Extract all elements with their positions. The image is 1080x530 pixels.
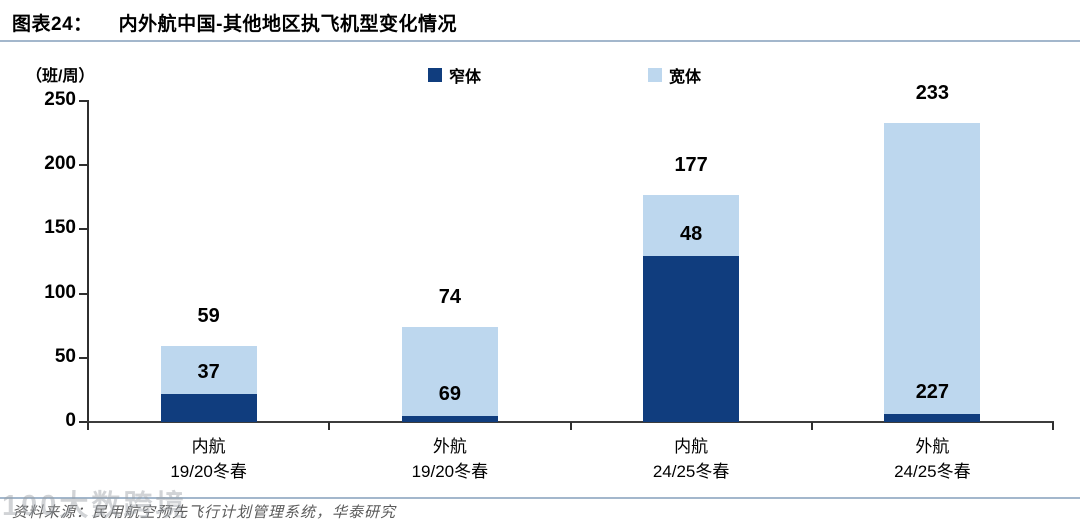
bar-segment-narrow-body xyxy=(643,256,740,422)
bar-segment-narrow-body xyxy=(884,414,981,422)
x-tick-mark xyxy=(1052,422,1054,430)
y-tick-mark xyxy=(79,164,87,167)
x-category-label-line1: 内航 xyxy=(674,437,709,456)
y-tick-label: 200 xyxy=(44,153,76,175)
legend-item-wide-body: 宽体 xyxy=(648,63,701,87)
y-tick-mark xyxy=(79,421,87,423)
y-axis-unit-label: （班/周） xyxy=(26,68,95,85)
x-axis-line xyxy=(84,421,1054,423)
bar-total-label: 177 xyxy=(674,153,708,176)
bar-total-label: 233 xyxy=(915,81,950,104)
x-category-label-line2: 24/25冬春 xyxy=(652,462,730,481)
x-category-label-line2: 24/25冬春 xyxy=(894,462,971,481)
bar-total-label: 74 xyxy=(438,285,461,308)
y-tick-mark xyxy=(79,100,87,102)
x-tick-mark xyxy=(328,422,331,430)
y-tick-label: 100 xyxy=(44,281,76,303)
bar-wide-body-label: 48 xyxy=(680,223,703,246)
footer-divider xyxy=(0,497,1080,499)
bar-wide-body-label: 69 xyxy=(438,382,461,405)
y-tick-label: 50 xyxy=(54,345,76,367)
x-category-label-line1: 外航 xyxy=(915,437,950,456)
y-tick-mark xyxy=(79,356,87,359)
bar-total-label: 59 xyxy=(197,305,220,328)
y-axis-line xyxy=(87,100,89,423)
bar-segment-wide-body xyxy=(160,346,257,394)
chart-title-text: 内外航中国-其他地区执飞机型变化情况 xyxy=(118,13,457,35)
bar-segment-narrow-body xyxy=(160,393,257,422)
bar-segment-narrow-body xyxy=(401,415,498,422)
y-tick-label: 150 xyxy=(44,217,76,239)
x-category-label-line1: 内航 xyxy=(191,437,226,456)
chart-title: 图表24： 内外航中国-其他地区执飞机型变化情况 xyxy=(12,8,457,36)
bar-segment-wide-body xyxy=(401,326,498,416)
legend-item-narrow-body: 窄体 xyxy=(428,63,481,87)
y-tick-mark xyxy=(79,228,87,231)
chart-title-number: 图表24： xyxy=(12,13,93,35)
x-category-label-line2: 19/20冬春 xyxy=(170,462,247,481)
x-tick-mark xyxy=(569,422,572,430)
legend-label-narrow-body: 窄体 xyxy=(449,69,482,86)
y-tick-label: 0 xyxy=(65,410,76,431)
y-tick-label: 250 xyxy=(44,89,76,110)
y-tick-mark xyxy=(79,292,87,295)
x-category-label-line2: 19/20冬春 xyxy=(411,462,489,481)
x-tick-mark xyxy=(810,422,813,430)
wide-body-swatch-icon xyxy=(648,68,662,82)
bar-wide-body-label: 227 xyxy=(915,381,950,404)
legend-label-wide-body: 宽体 xyxy=(669,69,702,86)
bar-wide-body-label: 37 xyxy=(197,360,220,383)
x-category-label-line1: 外航 xyxy=(432,437,467,456)
x-tick-mark xyxy=(87,422,89,430)
bar-segment-wide-body xyxy=(643,194,740,257)
narrow-body-swatch-icon xyxy=(428,68,442,82)
bar-segment-wide-body xyxy=(884,122,981,415)
title-divider xyxy=(0,40,1080,42)
source-note: 资料来源：民用航空预先飞行计划管理系统，华泰研究 xyxy=(12,505,397,521)
